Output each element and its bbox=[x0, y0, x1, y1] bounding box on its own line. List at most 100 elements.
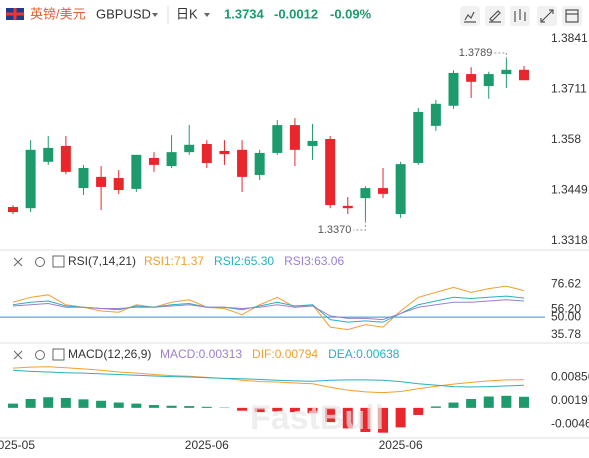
indicator-title: RSI(7,14,21) bbox=[68, 254, 136, 268]
y-tick-label: 35.78 bbox=[551, 327, 581, 341]
candle-body bbox=[325, 139, 336, 206]
macd-bar bbox=[8, 403, 18, 408]
macd-bar bbox=[395, 407, 406, 428]
candle-body bbox=[378, 188, 389, 194]
macd-bar bbox=[413, 407, 424, 415]
y-tick-label: 1.3711 bbox=[551, 81, 587, 95]
annotation-leader bbox=[353, 220, 366, 231]
annotation: 1.3370 bbox=[318, 224, 352, 236]
macd-bar bbox=[289, 407, 300, 413]
candle-body bbox=[483, 74, 494, 87]
legend-entry: RSI3:63.06 bbox=[284, 254, 344, 268]
candle-body bbox=[60, 145, 71, 172]
macd-bar bbox=[43, 397, 54, 408]
price: 1.3734 bbox=[224, 6, 265, 21]
macd-bar bbox=[96, 400, 107, 408]
annotation: 1.3789 bbox=[459, 47, 493, 59]
y-tick-label: 1.3318 bbox=[551, 233, 588, 247]
y-tick-label: 1.358 bbox=[551, 132, 581, 146]
candle-body bbox=[25, 149, 36, 209]
candle-body bbox=[96, 176, 107, 187]
macd-bar bbox=[518, 396, 529, 408]
change-pct: -0.09% bbox=[330, 6, 372, 21]
macd-bar bbox=[201, 406, 212, 408]
macd-bar bbox=[342, 407, 353, 429]
annotation-leader bbox=[494, 52, 507, 59]
candle-body bbox=[131, 154, 142, 189]
candle-body bbox=[254, 152, 265, 175]
candle-body bbox=[43, 147, 54, 162]
toolbar[interactable] bbox=[460, 6, 582, 26]
y-tick-label: 1.3449 bbox=[551, 183, 588, 197]
x-tick-label: 2025-05 bbox=[0, 438, 35, 452]
y-tick-label: 50.00 bbox=[551, 309, 581, 323]
candle-body bbox=[166, 152, 177, 167]
y-tick-label: 76.62 bbox=[551, 276, 581, 290]
legend-entry: MACD:0.00313 bbox=[160, 347, 242, 361]
macd-bar bbox=[166, 405, 177, 408]
macd-bar bbox=[131, 403, 142, 408]
candle-body bbox=[395, 164, 406, 214]
candle-body bbox=[201, 144, 212, 163]
indicator-title: MACD(12,26,9) bbox=[68, 347, 151, 361]
macd-bar bbox=[272, 407, 283, 412]
change: -0.0012 bbox=[274, 6, 318, 21]
candle-body bbox=[8, 207, 18, 213]
period[interactable]: 日K bbox=[176, 6, 198, 21]
candle-body bbox=[307, 140, 318, 146]
macd-bar bbox=[325, 407, 336, 423]
y-tick-label: 0.00197 bbox=[551, 393, 589, 407]
pair-name[interactable]: 英镑/美元 bbox=[30, 6, 86, 21]
candle-body bbox=[466, 74, 477, 82]
panel-icons[interactable] bbox=[13, 257, 45, 360]
checkbox[interactable] bbox=[52, 255, 65, 268]
candle-body bbox=[78, 167, 89, 189]
candle-body bbox=[518, 69, 529, 81]
candle-body bbox=[342, 205, 353, 209]
macd-bar bbox=[184, 406, 195, 408]
macd-bar bbox=[307, 407, 318, 414]
candle-body bbox=[501, 69, 512, 75]
legend-entry: RSI1:71.37 bbox=[144, 254, 204, 268]
candle-body bbox=[413, 111, 424, 163]
candle-body bbox=[448, 72, 459, 106]
macd-bar bbox=[448, 402, 459, 408]
macd-bar bbox=[60, 397, 71, 408]
watermark: FastBull bbox=[250, 399, 384, 437]
candle-body bbox=[148, 157, 159, 165]
macd-bar bbox=[254, 407, 265, 413]
macd-bar bbox=[113, 402, 124, 408]
y-tick-label: -0.00463 bbox=[551, 416, 589, 430]
candle-body bbox=[237, 149, 248, 177]
x-tick-label: 2025-06 bbox=[185, 438, 229, 452]
y-tick-label: 0.00856 bbox=[551, 370, 589, 384]
macd-bar bbox=[466, 399, 477, 408]
dropdown-arrow[interactable] bbox=[152, 13, 158, 17]
x-tick-label: 2025-06 bbox=[379, 438, 423, 452]
rsi-line bbox=[12, 285, 525, 331]
macd-bar bbox=[360, 407, 371, 432]
candle-body bbox=[430, 103, 441, 126]
macd-bar bbox=[237, 407, 248, 411]
macd-bar bbox=[501, 395, 512, 408]
macd-bar bbox=[148, 405, 159, 408]
y-tick-label: 1.3841 bbox=[551, 31, 588, 45]
legend-entry: DEA:0.00638 bbox=[328, 347, 400, 361]
y-tick-label: 56.20 bbox=[551, 302, 581, 316]
flag-icon bbox=[6, 8, 24, 20]
checkbox[interactable] bbox=[52, 348, 65, 361]
macd-bar bbox=[483, 396, 494, 408]
candle-body bbox=[272, 125, 283, 153]
dropdown-arrow[interactable] bbox=[204, 13, 210, 17]
candle-body bbox=[289, 125, 300, 150]
candle-body bbox=[184, 144, 195, 153]
candle-body bbox=[360, 188, 371, 199]
symbol[interactable]: GBPUSD bbox=[96, 6, 151, 21]
candle-body bbox=[219, 150, 230, 155]
macd-bar bbox=[25, 399, 36, 408]
legend-entry: DIF:0.00794 bbox=[252, 347, 318, 361]
legend-entry: RSI2:65.30 bbox=[214, 254, 274, 268]
macd-bar bbox=[378, 407, 389, 433]
